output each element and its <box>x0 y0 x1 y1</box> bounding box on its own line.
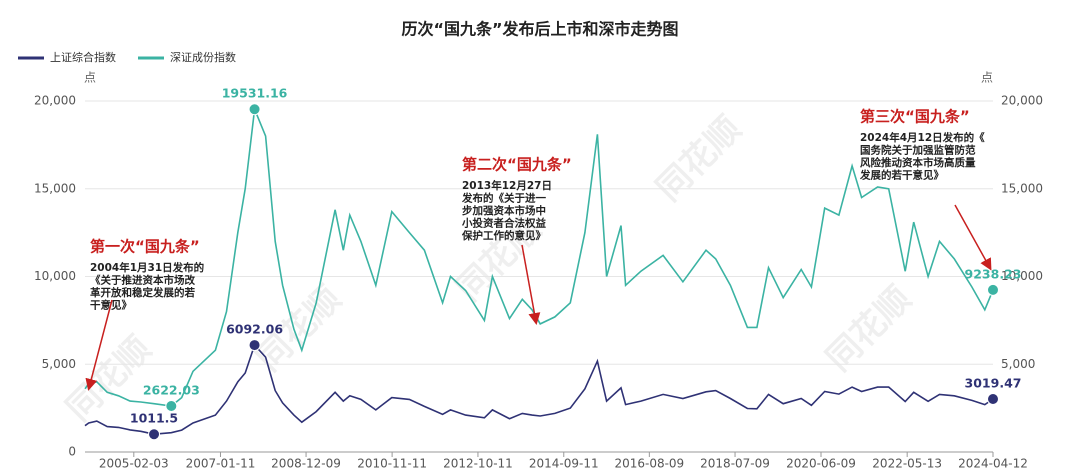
point-marker <box>248 339 261 352</box>
annotation-text: 国务院关于加强监管防范 <box>860 144 976 157</box>
point-marker <box>248 103 261 116</box>
y2-tick-label: 10,000 <box>1001 269 1043 283</box>
value-label: 19531.16 <box>222 86 288 101</box>
annotation-title: 第三次“国九条” <box>860 108 970 126</box>
y-tick-label: 0 <box>68 445 76 459</box>
annotation-arrow <box>85 299 113 391</box>
y2-tick-label: 20,000 <box>1001 94 1043 108</box>
annotation-text: 2013年12月27日 <box>462 179 552 192</box>
value-label: 3019.47 <box>965 376 1022 391</box>
x-tick-label: 2014-09-11 <box>529 457 599 471</box>
y2-tick-label: 5,000 <box>1001 357 1035 371</box>
point-marker <box>987 283 999 296</box>
annotation-text: 风险推动资本市场高质量 <box>860 156 976 169</box>
x-tick-label: 2020-06-09 <box>786 457 856 471</box>
watermark: 同花顺 <box>649 109 749 209</box>
value-label: 1011.5 <box>130 411 178 426</box>
value-label: 9238.23 <box>965 266 1022 281</box>
annotation-text: 2004年1月31日发布的 <box>90 261 204 274</box>
y2-unit: 点 <box>981 71 993 85</box>
point-marker <box>165 399 178 412</box>
point-marker <box>987 393 999 406</box>
x-tick-label: 2005-02-03 <box>99 457 169 471</box>
annotation-title: 第一次“国九条” <box>90 238 200 256</box>
y-tick-label: 20,000 <box>34 94 76 108</box>
value-label: 6092.06 <box>226 322 283 337</box>
legend-label: 深证成份指数 <box>170 50 236 64</box>
x-tick-label: 2018-07-09 <box>700 457 770 471</box>
annotation-text: 2024年4月12日发布的《 <box>860 131 985 144</box>
chart-title: 历次“国九条”发布后上市和深市走势图 <box>401 20 678 39</box>
point-marker <box>148 428 161 441</box>
annotation-text: 发布的《关于进一 <box>461 192 546 205</box>
annotation-text: 步加强资本市场中 <box>462 204 546 217</box>
annotation-text: 《关于推进资本市场改 <box>90 274 195 287</box>
value-label: 2622.03 <box>143 382 200 397</box>
series-line <box>84 343 994 436</box>
annotation-text: 发展的若干意见》 <box>859 169 944 182</box>
x-tick-label: 2022-05-13 <box>872 457 942 471</box>
x-tick-label: 2016-08-09 <box>614 457 684 471</box>
x-tick-label: 2012-10-11 <box>443 457 513 471</box>
x-tick-label: 2010-11-11 <box>357 457 427 471</box>
annotation-arrow <box>954 204 992 271</box>
annotation-arrow <box>521 244 541 325</box>
annotation-text: 保护工作的意见》 <box>461 229 546 242</box>
series-line <box>84 106 994 407</box>
y-tick-label: 15,000 <box>34 181 76 195</box>
legend-label: 上证综合指数 <box>50 50 116 64</box>
y-tick-label: 10,000 <box>34 269 76 283</box>
annotation-text: 革开放和稳定发展的若 <box>90 286 195 299</box>
annotation-text: 小投资者合法权益 <box>461 217 546 230</box>
x-tick-label: 2024-04-12 <box>958 457 1028 471</box>
y2-tick-label: 15,000 <box>1001 181 1043 195</box>
y-tick-label: 5,000 <box>42 357 76 371</box>
y-unit: 点 <box>84 71 96 85</box>
x-tick-label: 2007-01-11 <box>186 457 256 471</box>
annotation-title: 第二次“国九条” <box>462 156 572 174</box>
x-tick-label: 2008-12-09 <box>271 457 341 471</box>
